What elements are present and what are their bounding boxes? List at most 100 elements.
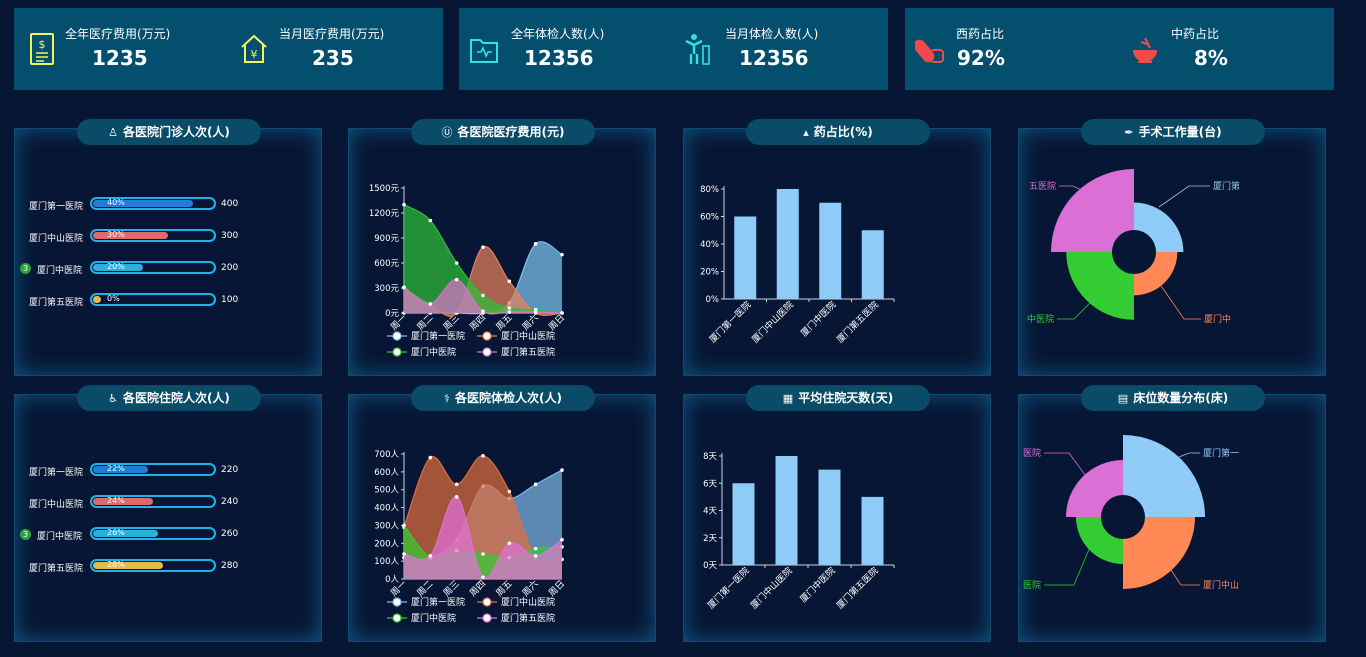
- x-tick-group: 厦门第五医院: [834, 565, 881, 612]
- x-tick-label: 周六: [520, 312, 541, 333]
- legend-item: 厦门第五医院: [477, 612, 555, 624]
- x-tick-label: 厦门中医院: [797, 565, 837, 605]
- x-tick-group: 厦门中医院: [797, 565, 837, 605]
- kpi-annual-checkup: 全年体检人数(人) 12356: [459, 8, 674, 90]
- progress-fill: [93, 530, 158, 537]
- hospital-name: 厦门第一医院: [29, 468, 84, 478]
- data-point: [533, 242, 538, 246]
- kpi-label: 当月体检人数(人): [725, 27, 819, 41]
- data-point: [560, 252, 564, 257]
- x-tick-group: 周四: [468, 578, 489, 599]
- data-point: [533, 553, 538, 558]
- kpi-value: 12356: [524, 46, 594, 70]
- slice-label: 厦门第: [1213, 180, 1240, 192]
- progress-fill: [93, 562, 163, 569]
- series-area: [404, 496, 562, 579]
- progress-track: 28%: [90, 559, 216, 572]
- x-tick-label: 周二: [415, 312, 436, 333]
- panel-title: ♿ 各医院住院人次(人): [77, 385, 261, 411]
- y-tick-label: 900元: [374, 234, 399, 244]
- y-tick-label: 500人: [374, 486, 399, 496]
- progress-fill: [93, 296, 101, 303]
- data-point: [507, 306, 512, 310]
- hospital-name: 厦门中山医院: [29, 234, 84, 244]
- progress-value: 220: [221, 465, 239, 475]
- stay-panel: ▦ 平均住院天数(天) 0天 2天 4天 6天 8天 厦门第一医院 厦门中山医院 厦门中医院 厦门…: [683, 385, 991, 642]
- rose-slice: [1076, 517, 1123, 564]
- legend-marker: [392, 597, 402, 607]
- label-leader: [1044, 452, 1092, 484]
- panel-title-text: 药占比(%): [813, 125, 873, 139]
- slice-label: 五医院: [1029, 180, 1056, 192]
- progress-track: 0%: [90, 293, 216, 306]
- legend-label: 厦门中医院: [411, 612, 456, 624]
- hospital-name: 厦门中医院: [37, 532, 83, 542]
- data-point: [481, 293, 485, 298]
- kpi-monthly-checkup: 当月体检人数(人) 12356: [674, 8, 888, 90]
- kpi-label: 全年体检人数(人): [511, 27, 605, 41]
- legend-label: 厦门第五医院: [501, 612, 555, 624]
- y-tick-label: 600人: [374, 468, 399, 478]
- yuan-coin-icon: Ⓤ: [441, 126, 453, 139]
- x-tick-label: 周日: [547, 578, 568, 599]
- rose-slice: [1134, 202, 1184, 252]
- progress-fill: [93, 466, 148, 473]
- data-point: [560, 537, 564, 542]
- y-tick-label: 60%: [700, 213, 719, 223]
- label-leader: [1156, 279, 1201, 320]
- series-area: [404, 246, 562, 317]
- hospital-name: 厦门中医院: [37, 266, 83, 276]
- series-area: [404, 204, 562, 313]
- label-leader: [1178, 452, 1200, 458]
- progress-row: 3 厦门中医院 26% 260: [15, 527, 323, 543]
- x-tick-label: 厦门第五医院: [834, 299, 881, 346]
- data-point: [402, 285, 406, 289]
- slice-label: 中医院: [1027, 313, 1054, 325]
- label-leader: [1168, 566, 1200, 586]
- data-point: [428, 455, 433, 460]
- legend-marker: [482, 597, 492, 607]
- rose-slice: [1123, 435, 1205, 517]
- x-tick-label: 厦门中医院: [798, 299, 838, 339]
- legend-item: 厦门中山医院: [477, 330, 555, 342]
- data-point: [560, 468, 564, 472]
- progress-fill: [93, 264, 143, 271]
- x-tick-label: 厦门第五医院: [834, 565, 881, 612]
- x-tick-group: 周六: [520, 312, 541, 333]
- rose-slice: [1051, 169, 1134, 252]
- x-tick-label: 厦门第一医院: [707, 299, 754, 346]
- label-leader: [1044, 539, 1094, 586]
- legend-label: 厦门第一医院: [411, 330, 465, 342]
- data-point: [481, 245, 485, 249]
- outpatient-panel: ♙ 各医院门诊人次(人) 厦门第一医院 40% 400 厦门中山医院 30% 300…: [14, 119, 323, 376]
- bar: [861, 496, 884, 565]
- progress-row: 3 厦门中医院 20% 200: [15, 261, 323, 277]
- y-tick-label: 1200元: [369, 209, 400, 219]
- kpi-value: 1235: [92, 46, 148, 70]
- progress-row: 厦门中山医院 24% 240: [15, 495, 323, 511]
- bar: [775, 456, 798, 565]
- legend-label: 厦门中医院: [411, 346, 456, 358]
- progress-fill: [93, 232, 168, 239]
- progress-row: 厦门第一医院 40% 400: [15, 197, 323, 213]
- bar: [861, 230, 884, 299]
- x-tick-group: 周五: [494, 578, 515, 599]
- x-tick-group: 周六: [520, 578, 541, 599]
- kpi-annual-cost: $ 全年医疗费用(万元) 1235: [14, 8, 229, 90]
- y-tick-label: 0%: [706, 295, 720, 305]
- y-tick-label: 600元: [374, 259, 399, 269]
- progress-fill: [93, 200, 193, 207]
- progress-track: 24%: [90, 495, 216, 508]
- kpi-value: 235: [312, 46, 354, 70]
- legend-label: 厦门第五医院: [501, 346, 555, 358]
- legend-item: 厦门第一医院: [387, 330, 465, 342]
- bed-icon: ▤: [1117, 392, 1129, 405]
- panel-title-text: 各医院住院人次(人): [122, 391, 230, 405]
- series-area: [404, 279, 562, 314]
- panel-title: ⚕ 各医院体检人次(人): [411, 385, 595, 411]
- data-point: [428, 218, 433, 223]
- y-tick-label: 4天: [703, 507, 717, 517]
